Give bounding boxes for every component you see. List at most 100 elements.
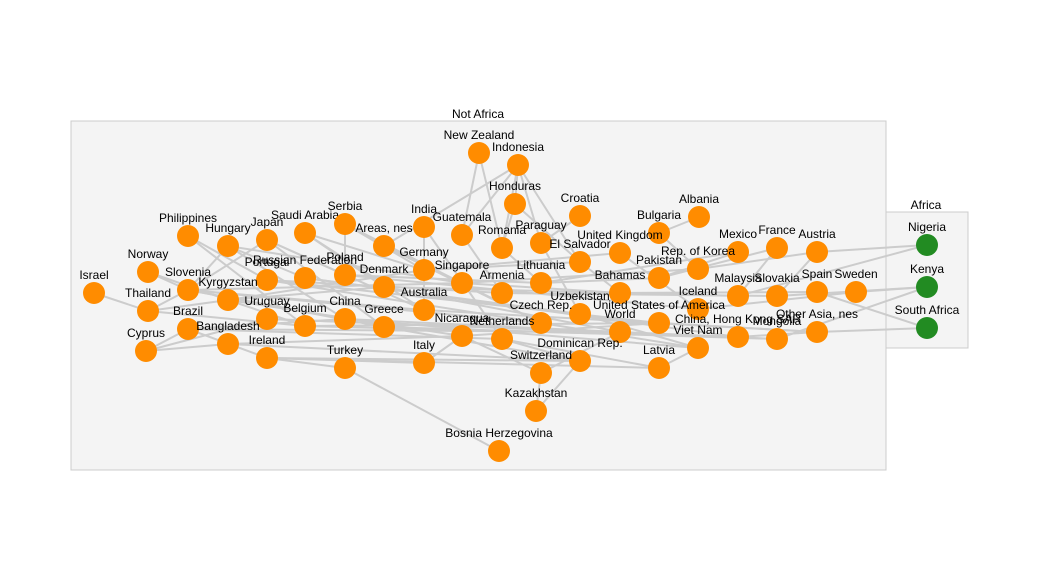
node-areas-nes[interactable]: Areas, nes bbox=[355, 221, 413, 257]
node-circle-sweden[interactable] bbox=[845, 281, 867, 303]
node-circle-other-asia-nes[interactable] bbox=[806, 321, 828, 343]
node-circle-spain[interactable] bbox=[806, 281, 828, 303]
node-kyrgyzstan[interactable]: Kyrgyzstan bbox=[198, 275, 258, 311]
node-circle-nigeria[interactable] bbox=[916, 234, 938, 256]
node-circle-germany[interactable] bbox=[413, 259, 435, 281]
node-singapore[interactable]: Singapore bbox=[435, 258, 490, 294]
node-circle-australia[interactable] bbox=[413, 299, 435, 321]
node-circle-honduras[interactable] bbox=[504, 193, 526, 215]
node-nigeria[interactable]: Nigeria bbox=[908, 220, 946, 256]
node-circle-pakistan[interactable] bbox=[648, 267, 670, 289]
node-circle-france[interactable] bbox=[766, 237, 788, 259]
node-dominican-rep[interactable]: Dominican Rep. bbox=[537, 336, 623, 372]
node-croatia[interactable]: Croatia bbox=[561, 191, 600, 227]
node-circle-japan[interactable] bbox=[256, 229, 278, 251]
node-circle-serbia[interactable] bbox=[334, 213, 356, 235]
node-romania[interactable]: Romania bbox=[478, 223, 526, 259]
node-circle-china[interactable] bbox=[334, 308, 356, 330]
node-circle-belgium[interactable] bbox=[294, 315, 316, 337]
node-circle-kenya[interactable] bbox=[916, 276, 938, 298]
node-netherlands[interactable]: Netherlands bbox=[470, 314, 535, 350]
node-circle-mongolia[interactable] bbox=[766, 328, 788, 350]
node-china-hk[interactable]: China, Hong Kong SAR bbox=[675, 312, 801, 348]
node-mongolia[interactable]: Mongolia bbox=[753, 314, 802, 350]
node-slovenia[interactable]: Slovenia bbox=[165, 265, 211, 301]
node-mexico[interactable]: Mexico bbox=[719, 227, 757, 263]
node-poland[interactable]: Poland bbox=[326, 250, 364, 286]
node-denmark[interactable]: Denmark bbox=[360, 262, 410, 298]
node-thailand[interactable]: Thailand bbox=[125, 286, 171, 322]
node-circle-nicaragua[interactable] bbox=[451, 325, 473, 347]
node-circle-singapore[interactable] bbox=[451, 272, 473, 294]
node-circle-united-kingdom[interactable] bbox=[609, 242, 631, 264]
node-slovakia[interactable]: Slovakia bbox=[754, 271, 800, 307]
node-circle-cyprus[interactable] bbox=[135, 340, 157, 362]
node-circle-malaysia[interactable] bbox=[727, 285, 749, 307]
node-other-asia-nes[interactable]: Other Asia, nes bbox=[776, 307, 858, 343]
node-latvia[interactable]: Latvia bbox=[643, 343, 675, 379]
node-circle-china-hk[interactable] bbox=[727, 326, 749, 348]
node-austria[interactable]: Austria bbox=[798, 227, 836, 263]
node-circle-albania[interactable] bbox=[688, 206, 710, 228]
node-indonesia[interactable]: Indonesia bbox=[492, 140, 544, 176]
node-world[interactable]: World bbox=[604, 307, 636, 343]
node-circle-poland[interactable] bbox=[334, 264, 356, 286]
node-sweden[interactable]: Sweden bbox=[834, 267, 878, 303]
node-circle-guatemala[interactable] bbox=[451, 224, 473, 246]
node-circle-czech-rep[interactable] bbox=[530, 312, 552, 334]
node-kenya[interactable]: Kenya bbox=[910, 262, 944, 298]
node-saudi-arabia[interactable]: Saudi Arabia bbox=[271, 208, 339, 244]
node-circle-slovenia[interactable] bbox=[177, 279, 199, 301]
node-bosnia-herzegovina[interactable]: Bosnia Herzegovina bbox=[445, 426, 553, 462]
node-circle-croatia[interactable] bbox=[569, 205, 591, 227]
node-spain[interactable]: Spain bbox=[802, 267, 833, 303]
node-circle-portugal[interactable] bbox=[256, 269, 278, 291]
node-turkey[interactable]: Turkey bbox=[327, 343, 363, 379]
node-circle-armenia[interactable] bbox=[491, 282, 513, 304]
node-circle-new-zealand[interactable] bbox=[468, 142, 490, 164]
node-uzbekistan[interactable]: Uzbekistan bbox=[550, 289, 610, 325]
node-circle-uzbekistan[interactable] bbox=[569, 303, 591, 325]
node-circle-world[interactable] bbox=[609, 321, 631, 343]
node-circle-norway[interactable] bbox=[137, 261, 159, 283]
node-circle-hungary[interactable] bbox=[217, 235, 239, 257]
node-circle-bangladesh[interactable] bbox=[217, 333, 239, 355]
node-circle-slovakia[interactable] bbox=[766, 285, 788, 307]
node-norway[interactable]: Norway bbox=[128, 247, 169, 283]
node-pakistan[interactable]: Pakistan bbox=[636, 253, 682, 289]
node-circle-netherlands[interactable] bbox=[491, 328, 513, 350]
node-hungary[interactable]: Hungary bbox=[205, 221, 251, 257]
node-circle-israel[interactable] bbox=[83, 282, 105, 304]
node-circle-turkey[interactable] bbox=[334, 357, 356, 379]
node-south-africa[interactable]: South Africa bbox=[895, 303, 960, 339]
node-russian-federation[interactable]: Russian Federation bbox=[253, 253, 357, 289]
node-usa[interactable]: United States of America bbox=[593, 298, 725, 334]
node-circle-paraguay[interactable] bbox=[530, 232, 552, 254]
node-bahamas[interactable]: Bahamas bbox=[595, 268, 646, 304]
node-circle-dominican-rep[interactable] bbox=[569, 350, 591, 372]
node-czech-rep[interactable]: Czech Rep. bbox=[510, 298, 573, 334]
node-circle-rep-of-korea[interactable] bbox=[687, 258, 709, 280]
node-ireland[interactable]: Ireland bbox=[249, 333, 286, 369]
node-circle-brazil[interactable] bbox=[177, 318, 199, 340]
node-armenia[interactable]: Armenia bbox=[480, 268, 525, 304]
node-uruguay[interactable]: Uruguay bbox=[244, 294, 290, 330]
node-serbia[interactable]: Serbia bbox=[328, 199, 363, 235]
node-circle-romania[interactable] bbox=[491, 237, 513, 259]
node-philippines[interactable]: Philippines bbox=[159, 211, 217, 247]
node-greece[interactable]: Greece bbox=[364, 302, 404, 338]
node-belgium[interactable]: Belgium bbox=[283, 301, 327, 337]
node-circle-switzerland[interactable] bbox=[530, 362, 552, 384]
node-circle-viet-nam[interactable] bbox=[687, 337, 709, 359]
node-circle-austria[interactable] bbox=[806, 241, 828, 263]
node-kazakhstan[interactable]: Kazakhstan bbox=[505, 386, 568, 422]
node-rep-of-korea[interactable]: Rep. of Korea bbox=[661, 244, 735, 280]
node-circle-iceland[interactable] bbox=[687, 298, 709, 320]
node-circle-saudi-arabia[interactable] bbox=[294, 222, 316, 244]
node-circle-uruguay[interactable] bbox=[256, 308, 278, 330]
node-circle-mexico[interactable] bbox=[727, 241, 749, 263]
node-circle-areas-nes[interactable] bbox=[373, 235, 395, 257]
node-circle-kyrgyzstan[interactable] bbox=[217, 289, 239, 311]
node-circle-kazakhstan[interactable] bbox=[525, 400, 547, 422]
node-guatemala[interactable]: Guatemala bbox=[433, 210, 492, 246]
